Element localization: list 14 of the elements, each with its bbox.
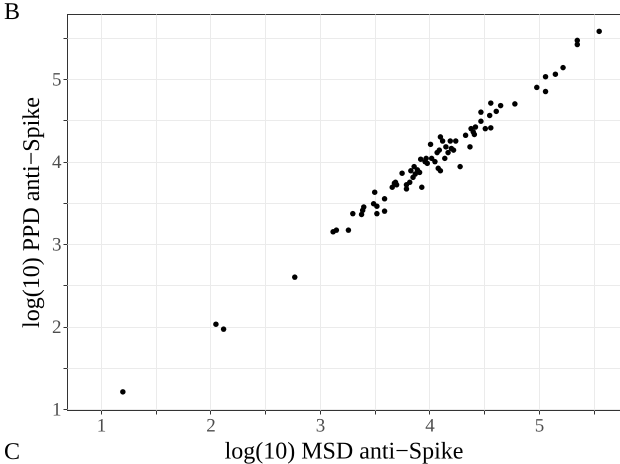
y-tick-label: 2 [52, 317, 62, 338]
y-axis-title: log(10) PPD anti−Spike [19, 97, 45, 328]
x-axis-title: log(10) MSD anti−Spike [224, 438, 464, 464]
text: C [4, 439, 20, 464]
y-tick-label: 1 [52, 400, 62, 421]
text: B [4, 0, 20, 25]
x-tick-label: 1 [96, 416, 106, 436]
x-tick-label: 3 [316, 416, 326, 436]
y-tick-label: 5 [52, 70, 62, 91]
y-tick-label: 4 [52, 152, 62, 174]
x-tick-label: 4 [425, 416, 436, 436]
x-tick-label: 5 [534, 416, 544, 436]
y-tick-label: 3 [52, 234, 62, 256]
x-tick-label: 2 [206, 416, 216, 436]
